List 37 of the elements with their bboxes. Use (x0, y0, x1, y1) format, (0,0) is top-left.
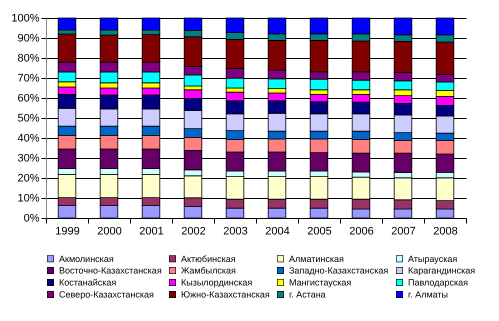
y-tick-label: 40% (17, 132, 40, 144)
y-tick-label: 20% (17, 172, 40, 184)
x-tick-label: 2005 (307, 226, 332, 238)
legend-label: Актюбинская (181, 254, 236, 264)
y-tick-label: 90% (17, 32, 40, 44)
legend-label: Мангистауская (289, 278, 352, 288)
x-tick-label: 1999 (55, 226, 80, 238)
x-tick-label: 2002 (181, 226, 206, 238)
y-tick-label: 0% (24, 212, 40, 224)
y-tick-label: 60% (17, 92, 40, 104)
legend-label: Кызылординская (181, 278, 252, 288)
legend-label: Северо-Казахстанская (59, 290, 154, 300)
legend-label: Карагандинская (408, 266, 476, 276)
legend-label: Костанайская (59, 278, 116, 288)
y-tick-label: 10% (17, 192, 40, 204)
legend-label: Атырауская (408, 254, 458, 264)
legend-label: Алматинская (289, 254, 344, 264)
x-tick-label: 2008 (433, 226, 458, 238)
x-tick-label: 2001 (139, 226, 164, 238)
x-tick-label: 2007 (391, 226, 416, 238)
legend-label: Восточно-Казахстанская (59, 266, 162, 276)
y-tick-label: 100% (11, 12, 40, 24)
y-tick-label: 70% (17, 72, 40, 84)
legend-label: г. Алматы (408, 290, 448, 300)
y-tick-label: 30% (17, 152, 40, 164)
x-tick-label: 2006 (349, 226, 374, 238)
y-tick-label: 50% (17, 112, 40, 124)
x-tick-label: 2004 (265, 226, 290, 238)
legend-label: Жамбылская (181, 266, 236, 276)
x-tick-label: 2003 (223, 226, 248, 238)
legend-label: Акмолинская (59, 254, 114, 264)
y-tick-label: 80% (17, 52, 40, 64)
x-tick-label: 2000 (97, 226, 122, 238)
legend-label: Южно-Казахстанская (181, 290, 270, 300)
legend-label: г. Астана (289, 290, 326, 300)
legend-label: Западно-Казахстанская (289, 266, 388, 276)
legend-label: Павлодарская (408, 278, 468, 288)
